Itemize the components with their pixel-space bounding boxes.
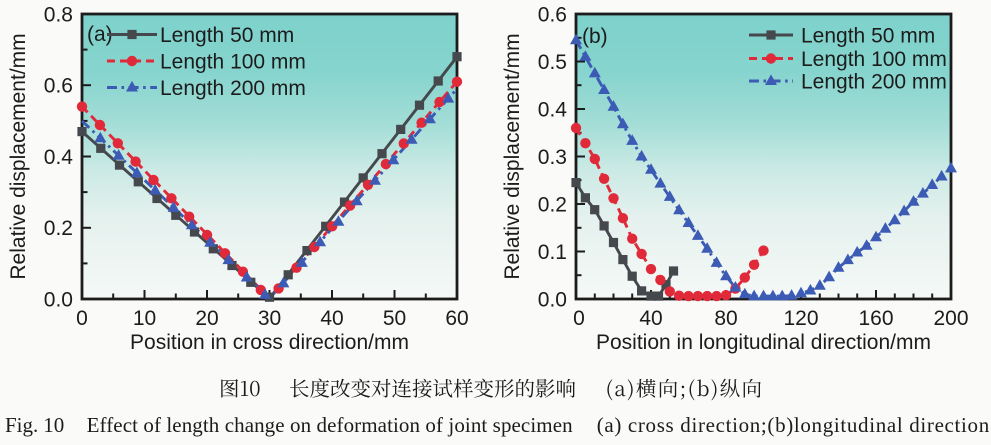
svg-text:40: 40 bbox=[320, 307, 343, 330]
svg-text:Effect of length change on def: Effect of length change on deformation o… bbox=[87, 413, 573, 437]
svg-text:(a): (a) bbox=[87, 23, 113, 46]
svg-text:0.0: 0.0 bbox=[44, 288, 73, 311]
svg-text:0.0: 0.0 bbox=[538, 288, 567, 311]
svg-text:Length 200 mm: Length 200 mm bbox=[801, 70, 947, 93]
svg-text:60: 60 bbox=[445, 307, 468, 330]
svg-text:50: 50 bbox=[383, 307, 406, 330]
svg-text:Relative displacement/mm: Relative displacement/mm bbox=[501, 33, 524, 279]
svg-text:Length 100 mm: Length 100 mm bbox=[801, 48, 947, 71]
svg-text:0.2: 0.2 bbox=[44, 217, 73, 240]
svg-text:(b): (b) bbox=[582, 25, 608, 48]
svg-text:Fig.: Fig. bbox=[5, 413, 38, 437]
svg-text:0.6: 0.6 bbox=[44, 75, 73, 98]
svg-text:20: 20 bbox=[195, 307, 218, 330]
svg-text:0.4: 0.4 bbox=[44, 146, 74, 169]
svg-text:Length 200 mm: Length 200 mm bbox=[160, 77, 306, 100]
svg-text:0.4: 0.4 bbox=[538, 98, 568, 121]
svg-text:200: 200 bbox=[933, 307, 968, 330]
svg-text:Relative displacement/mm: Relative displacement/mm bbox=[7, 33, 30, 279]
svg-text:10: 10 bbox=[133, 307, 156, 330]
svg-text:40: 40 bbox=[639, 307, 662, 330]
svg-text:0.2: 0.2 bbox=[538, 193, 567, 216]
svg-text:0.5: 0.5 bbox=[538, 51, 567, 74]
svg-text:0.3: 0.3 bbox=[538, 146, 567, 169]
svg-text:0.8: 0.8 bbox=[44, 3, 73, 26]
svg-text:Position in cross direction/mm: Position in cross direction/mm bbox=[130, 331, 409, 354]
svg-text:Length 100 mm: Length 100 mm bbox=[160, 50, 306, 73]
svg-text:Length 50 mm: Length 50 mm bbox=[160, 24, 294, 47]
svg-text:0: 0 bbox=[573, 307, 585, 330]
svg-text:0.1: 0.1 bbox=[538, 241, 567, 264]
svg-text:10: 10 bbox=[43, 413, 64, 437]
svg-text:0: 0 bbox=[76, 307, 88, 330]
svg-text:Position in longitudinal direc: Position in longitudinal direction/mm bbox=[596, 331, 931, 354]
svg-text:0.6: 0.6 bbox=[538, 3, 567, 26]
svg-text:80: 80 bbox=[714, 307, 737, 330]
svg-text:120: 120 bbox=[783, 307, 818, 330]
svg-text:(a) cross direction;(b)longitu: (a) cross direction;(b)longitudinal dire… bbox=[597, 413, 990, 437]
svg-text:Length 50 mm: Length 50 mm bbox=[801, 24, 935, 47]
svg-text:30: 30 bbox=[258, 307, 281, 330]
svg-text:160: 160 bbox=[858, 307, 893, 330]
